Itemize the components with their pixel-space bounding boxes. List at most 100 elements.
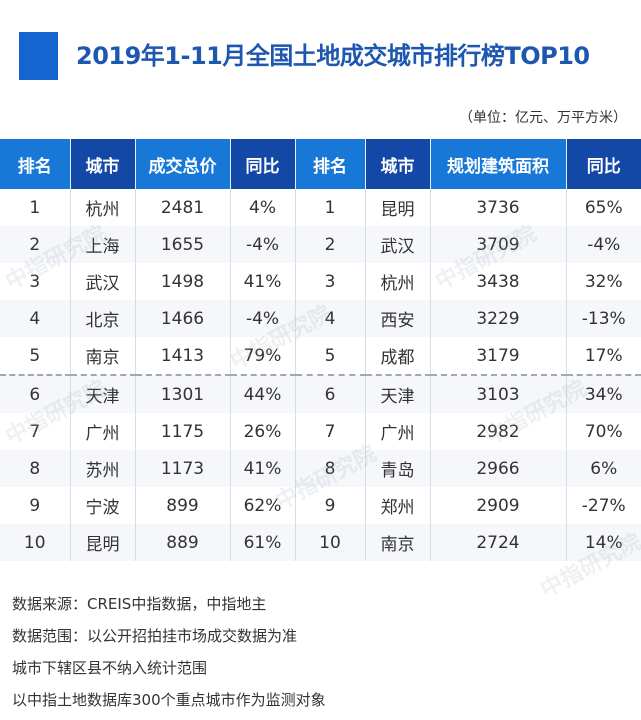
cell-rank-2: 9 <box>295 487 366 524</box>
cell-rank: 1 <box>0 189 71 226</box>
header-total-price: 成交总价 <box>135 139 231 189</box>
cell-yoy-2: 14% <box>566 524 641 561</box>
page-title: 2019年1-11月全国土地成交城市排行榜TOP10 <box>76 42 590 70</box>
table-row: 7 广州 1175 26% 7 广州 2982 70% <box>0 413 641 450</box>
cell-total-price: 899 <box>135 487 231 524</box>
cell-yoy: 4% <box>230 189 296 226</box>
cell-city: 苏州 <box>70 450 136 487</box>
cell-rank-2: 6 <box>295 374 366 413</box>
cell-city: 南京 <box>70 337 136 375</box>
footer-sample: 以中指土地数据库300个重点城市作为监测对象 <box>12 691 326 709</box>
footer-exclusion: 城市下辖区县不纳入统计范围 <box>12 659 208 677</box>
cell-city-2: 昆明 <box>365 189 431 226</box>
cell-rank: 9 <box>0 487 71 524</box>
cell-rank-2: 5 <box>295 337 366 375</box>
cell-rank: 10 <box>0 524 71 561</box>
cell-city: 杭州 <box>70 189 136 226</box>
cell-rank: 8 <box>0 450 71 487</box>
cell-city-2: 青岛 <box>365 450 431 487</box>
header-city: 城市 <box>70 139 136 189</box>
cell-total-price: 1175 <box>135 413 231 450</box>
cell-city-2: 西安 <box>365 300 431 337</box>
footer-source: 数据来源：CREIS中指数据，中指地主 <box>12 595 267 613</box>
header-floor-area: 规划建筑面积 <box>430 139 567 189</box>
cell-floor-area: 2909 <box>430 487 567 524</box>
header-rank: 排名 <box>0 139 71 189</box>
footer-notes: 数据来源：CREIS中指数据，中指地主 数据范围：以公开招拍挂市场成交数据为准 … <box>12 588 326 716</box>
cell-rank-2: 4 <box>295 300 366 337</box>
cell-city-2: 天津 <box>365 374 431 413</box>
cell-yoy-2: 6% <box>566 450 641 487</box>
table-row: 4 北京 1466 -4% 4 西安 3229 -13% <box>0 300 641 337</box>
cell-floor-area: 3736 <box>430 189 567 226</box>
cell-rank-2: 7 <box>295 413 366 450</box>
cell-rank: 4 <box>0 300 71 337</box>
cell-yoy: -4% <box>230 226 296 263</box>
cell-floor-area: 3438 <box>430 263 567 300</box>
footer-scope: 数据范围：以公开招拍挂市场成交数据为准 <box>12 627 298 645</box>
cell-total-price: 1466 <box>135 300 231 337</box>
table-row: 1 杭州 2481 4% 1 昆明 3736 65% <box>0 189 641 226</box>
cell-city-2: 南京 <box>365 524 431 561</box>
cell-yoy: 61% <box>230 524 296 561</box>
table-row: 3 武汉 1498 41% 3 杭州 3438 32% <box>0 263 641 300</box>
cell-yoy: 44% <box>230 374 296 413</box>
cell-city-2: 广州 <box>365 413 431 450</box>
cell-floor-area: 3229 <box>430 300 567 337</box>
cell-city: 北京 <box>70 300 136 337</box>
cell-yoy-2: 65% <box>566 189 641 226</box>
cell-total-price: 1655 <box>135 226 231 263</box>
cell-total-price: 1413 <box>135 337 231 375</box>
cell-city-2: 成都 <box>365 337 431 375</box>
cell-rank-2: 1 <box>295 189 366 226</box>
cell-rank: 2 <box>0 226 71 263</box>
table-row: 2 上海 1655 -4% 2 武汉 3709 -4% <box>0 226 641 263</box>
table-row: 10 昆明 889 61% 10 南京 2724 14% <box>0 524 641 561</box>
table-row: 5 南京 1413 79% 5 成都 3179 17% <box>0 337 641 375</box>
cell-yoy-2: 34% <box>566 374 641 413</box>
cell-yoy-2: -13% <box>566 300 641 337</box>
cell-rank: 3 <box>0 263 71 300</box>
cell-yoy-2: -4% <box>566 226 641 263</box>
cell-rank-2: 3 <box>295 263 366 300</box>
cell-yoy: -4% <box>230 300 296 337</box>
cell-yoy: 41% <box>230 450 296 487</box>
table-header-row: 排名 城市 成交总价 同比 排名 城市 规划建筑面积 同比 <box>0 139 641 189</box>
cell-city-2: 郑州 <box>365 487 431 524</box>
table-row: 9 宁波 899 62% 9 郑州 2909 -27% <box>0 487 641 524</box>
cell-floor-area: 2982 <box>430 413 567 450</box>
cell-floor-area: 3103 <box>430 374 567 413</box>
cell-yoy-2: 32% <box>566 263 641 300</box>
cell-rank-2: 10 <box>295 524 366 561</box>
cell-rank-2: 2 <box>295 226 366 263</box>
cell-floor-area: 2966 <box>430 450 567 487</box>
header-yoy: 同比 <box>230 139 296 189</box>
cell-yoy: 62% <box>230 487 296 524</box>
title-accent-block <box>19 32 58 80</box>
cell-floor-area: 3179 <box>430 337 567 375</box>
cell-rank: 6 <box>0 374 71 413</box>
cell-rank: 7 <box>0 413 71 450</box>
cell-city: 广州 <box>70 413 136 450</box>
header-yoy-2: 同比 <box>566 139 641 189</box>
cell-total-price: 1498 <box>135 263 231 300</box>
header-rank-2: 排名 <box>295 139 366 189</box>
cell-rank: 5 <box>0 337 71 375</box>
cell-floor-area: 3709 <box>430 226 567 263</box>
cell-city-2: 杭州 <box>365 263 431 300</box>
cell-total-price: 1173 <box>135 450 231 487</box>
table-row: 6 天津 1301 44% 6 天津 3103 34% <box>0 374 641 413</box>
cell-city: 昆明 <box>70 524 136 561</box>
header-city-2: 城市 <box>365 139 431 189</box>
cell-city: 武汉 <box>70 263 136 300</box>
ranking-table: 排名 城市 成交总价 同比 排名 城市 规划建筑面积 同比 1 杭州 2481 4% 1… <box>0 139 641 561</box>
cell-rank-2: 8 <box>295 450 366 487</box>
cell-yoy: 41% <box>230 263 296 300</box>
cell-yoy: 26% <box>230 413 296 450</box>
cell-yoy-2: 70% <box>566 413 641 450</box>
cell-total-price: 2481 <box>135 189 231 226</box>
cell-city: 天津 <box>70 374 136 413</box>
unit-note: （单位：亿元、万平方米） <box>459 110 627 126</box>
cell-yoy-2: -27% <box>566 487 641 524</box>
cell-city-2: 武汉 <box>365 226 431 263</box>
